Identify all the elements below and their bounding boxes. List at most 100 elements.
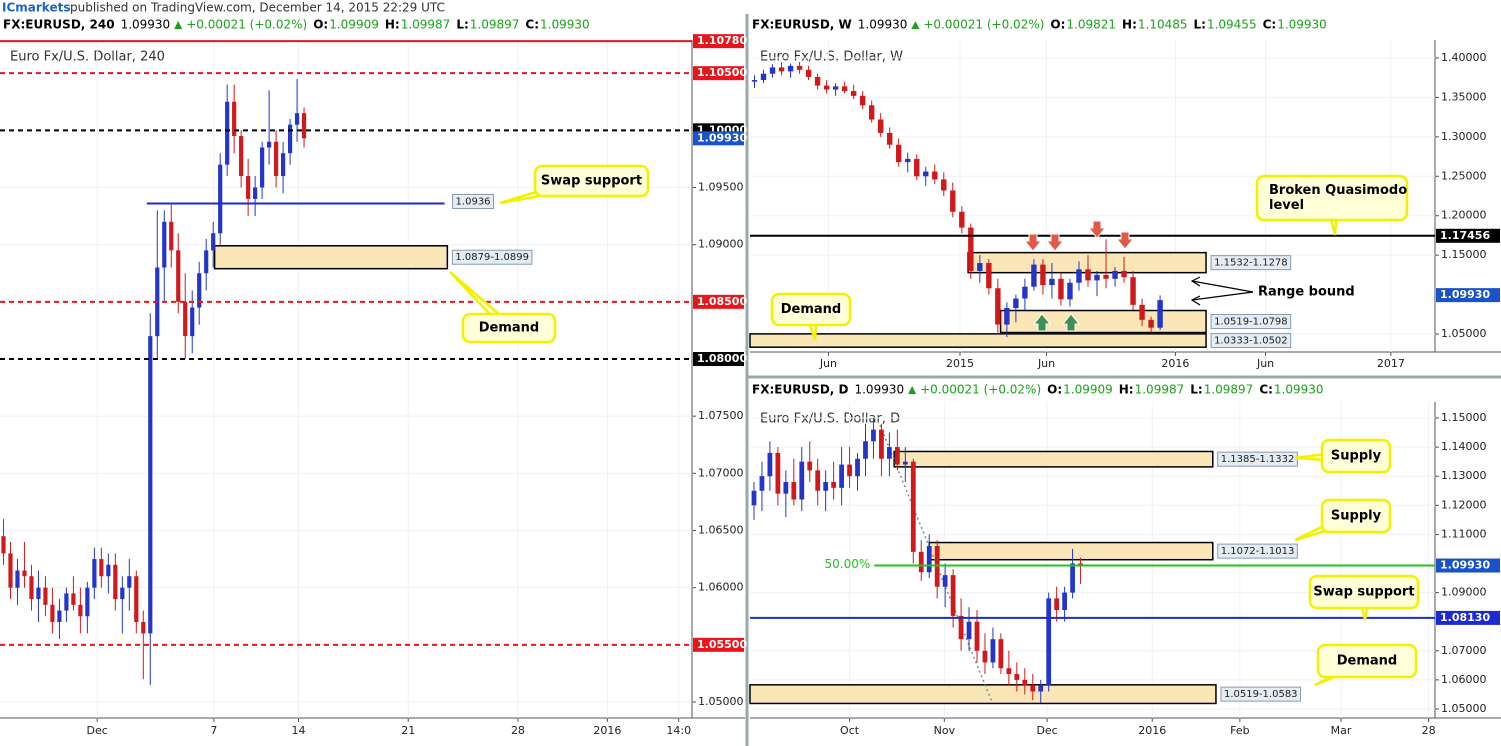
- header-text: 1.09821: [1066, 18, 1116, 32]
- header-text: C:: [525, 18, 539, 32]
- x-tick-label: 14:0: [666, 724, 691, 737]
- candle-body: [868, 105, 875, 120]
- candle-body: [225, 101, 230, 165]
- candle-body: [902, 461, 908, 465]
- candle-body: [246, 176, 251, 199]
- candle-body: [1031, 264, 1037, 287]
- candle-body: [974, 621, 980, 651]
- x-tick-label: Dec: [87, 724, 108, 737]
- candle-body: [1112, 270, 1118, 279]
- y-tick-label: 1.20000: [1441, 209, 1487, 222]
- candle-body: [841, 86, 848, 92]
- candle-body: [176, 250, 181, 302]
- watermark: Euro Fx/U.S. Dollar, W: [760, 50, 903, 65]
- candle-body: [232, 101, 237, 137]
- candle-body: [767, 452, 773, 477]
- candle-body: [294, 113, 300, 125]
- candle-body: [1121, 270, 1127, 278]
- candle-body: [958, 615, 964, 640]
- candle-body: [805, 69, 812, 77]
- candle-body: [280, 153, 286, 177]
- candle-body: [1148, 319, 1154, 328]
- candle-body: [847, 464, 852, 477]
- candle-body: [8, 553, 13, 588]
- x-tick-label: Mar: [1331, 724, 1352, 737]
- candle-body: [50, 604, 55, 622]
- candle-body: [814, 76, 821, 86]
- price-label: 1.09930: [1440, 559, 1490, 572]
- candle-body: [43, 587, 48, 605]
- x-tick-label: Jun: [1037, 357, 1055, 370]
- brand: ICmarkets: [2, 1, 70, 15]
- price-label-box: [693, 131, 744, 146]
- candle-body: [942, 575, 948, 587]
- y-tick-label: 1.06500: [698, 523, 744, 536]
- candle-body: [29, 576, 34, 600]
- candle-body: [287, 124, 293, 154]
- candle-body: [959, 211, 965, 228]
- candle-body: [267, 141, 272, 148]
- price-label: 1.10780: [697, 34, 747, 47]
- zone-label-box: [1210, 255, 1292, 271]
- header-text: 1.09897: [1204, 383, 1254, 397]
- header-text: +0.00021 (+0.02%): [923, 18, 1044, 32]
- x-tick-label: 21: [401, 724, 415, 737]
- candle-body: [1022, 286, 1028, 299]
- callout-box: [1320, 498, 1392, 534]
- candle-body: [120, 587, 125, 600]
- candle-body: [977, 263, 983, 271]
- price-label: 1.08500: [697, 295, 747, 308]
- level-box-label: 1.0936: [456, 196, 491, 207]
- y-tick-label: 1.09000: [1441, 586, 1487, 599]
- header-text: H:: [1122, 18, 1137, 32]
- price-label: 1.08000: [697, 352, 747, 365]
- candle-body: [106, 564, 111, 577]
- zone-label: 1.0333-1.0502: [1214, 336, 1288, 347]
- callout-text: level: [1269, 198, 1304, 213]
- candle-body: [995, 288, 1001, 325]
- callout-text: Range bound: [1258, 285, 1355, 300]
- y-tick-label: 1.12000: [1441, 498, 1487, 511]
- price-label: 1.17456: [1440, 229, 1490, 242]
- header-text: FX:EURUSD, D: [752, 383, 849, 397]
- candle-body: [64, 593, 69, 611]
- y-tick-label: 1.35000: [1441, 90, 1487, 103]
- y-tick-label: 1.13000: [1441, 469, 1487, 482]
- candle-body: [990, 639, 996, 663]
- candle-body: [923, 171, 929, 177]
- callout-text: Swap support: [541, 174, 642, 189]
- zone: [749, 333, 1207, 348]
- candle-body: [127, 576, 132, 588]
- candle-body: [1130, 277, 1136, 305]
- candle-body: [1058, 278, 1064, 300]
- price-label: 1.09930: [697, 131, 747, 144]
- candle-body: [1022, 679, 1028, 686]
- candle-body: [1062, 592, 1068, 611]
- candle-body: [759, 476, 765, 491]
- candle-body: [36, 587, 41, 600]
- header-text: O:: [313, 18, 328, 32]
- header-text: 1.09897: [470, 18, 520, 32]
- candle-body: [998, 639, 1004, 669]
- candle-body: [260, 147, 265, 188]
- y-tick-label: 1.05000: [1441, 327, 1487, 340]
- candle-body: [71, 593, 76, 605]
- up-arrow: [1032, 313, 1052, 332]
- price-label-box: [693, 294, 744, 309]
- header-text: 1.09930: [540, 18, 590, 32]
- candle-body: [1014, 674, 1020, 680]
- header-text: 1.09987: [401, 18, 451, 32]
- candle-body: [1046, 598, 1052, 686]
- zone-label: 1.0879-1.0899: [455, 252, 529, 263]
- x-tick-label: 28: [511, 724, 525, 737]
- header-text: L:: [456, 18, 468, 32]
- pointer-arrow-head: [1190, 276, 1201, 287]
- x-tick-label: 2016: [1138, 724, 1166, 737]
- callout-box: [1316, 643, 1418, 679]
- candle-body: [113, 564, 118, 600]
- y-tick-label: 1.15000: [1441, 248, 1487, 261]
- candle-body: [914, 158, 920, 177]
- level-note: 50.00%: [824, 557, 870, 571]
- y-tick-label: 1.09500: [698, 180, 744, 193]
- watermark: Euro Fx/U.S. Dollar, 240: [10, 50, 165, 65]
